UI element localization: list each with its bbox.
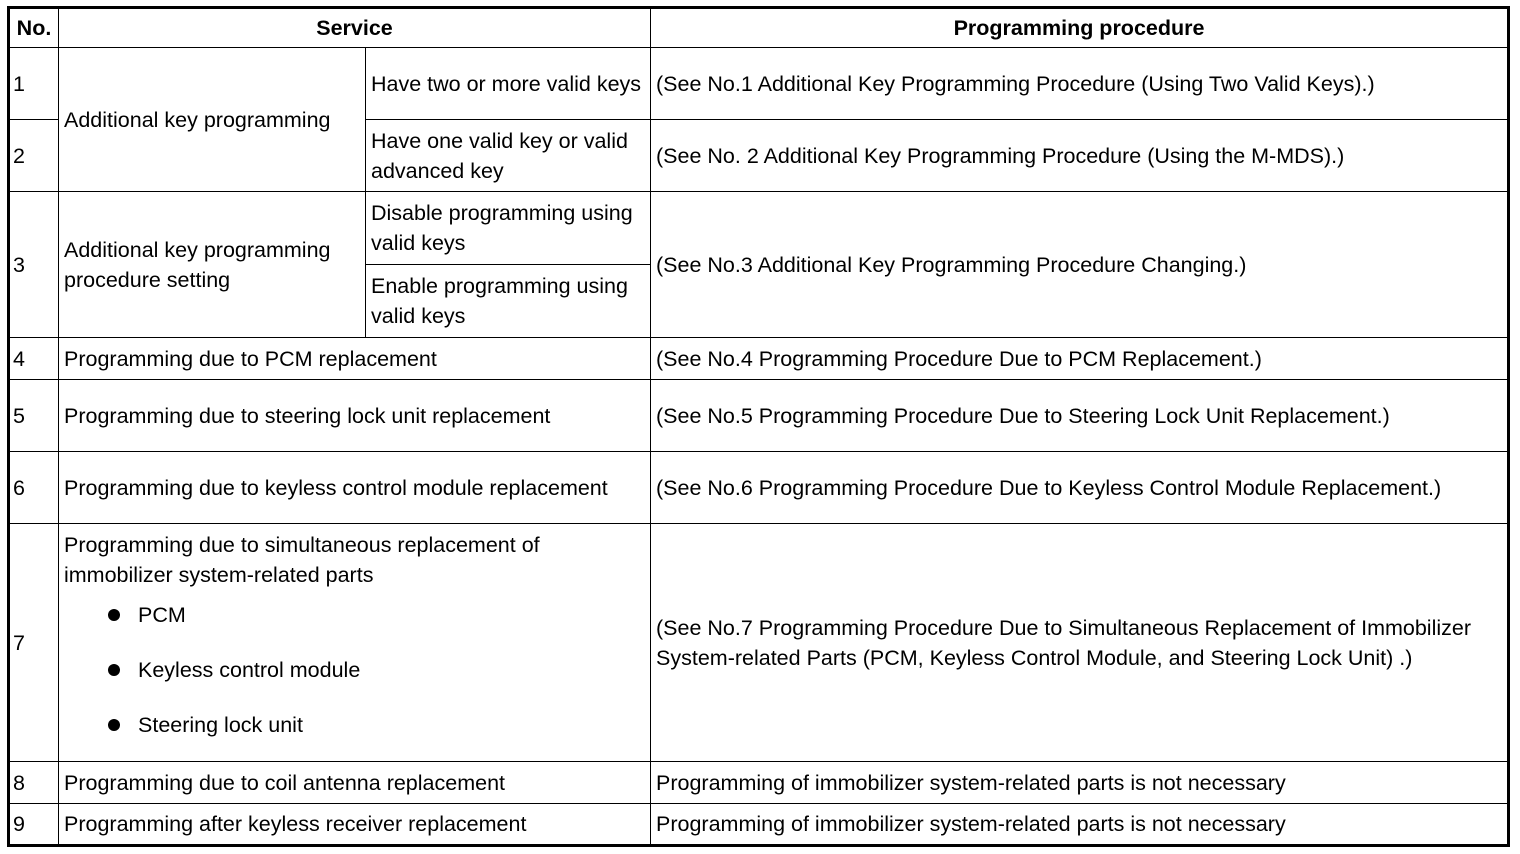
row-no: 2 xyxy=(8,119,59,192)
procedure-cell: (See No.6 Programming Procedure Due to K… xyxy=(650,451,1510,524)
row-no: 1 xyxy=(8,47,59,120)
row-no: 8 xyxy=(8,761,59,804)
programming-table: No. Service Programming procedure 1 Addi… xyxy=(7,6,1511,847)
bullet-icon xyxy=(108,609,120,621)
table-row: 7 Programming due to simultaneous replac… xyxy=(8,523,1510,762)
procedure-cell: (See No.5 Programming Procedure Due to S… xyxy=(650,379,1510,452)
list-item: Keyless control module xyxy=(64,655,645,685)
procedure-cell: Programming of immobilizer system-relate… xyxy=(650,803,1510,846)
condition-cell: Disable programming using valid keys xyxy=(364,191,652,265)
service-text: Programming due to simultaneous replacem… xyxy=(64,533,540,587)
condition-cell: Enable programming using valid keys xyxy=(364,264,652,338)
service-cell: Additional key programming xyxy=(58,47,366,192)
service-cell: Programming due to PCM replacement xyxy=(57,337,652,380)
table-row: 8 Programming due to coil antenna replac… xyxy=(8,761,1510,804)
list-item: PCM xyxy=(64,600,645,630)
table-row: 2 Have one valid key or valid advanced k… xyxy=(8,119,1510,192)
table-row: 1 Additional key programming Have two or… xyxy=(8,47,1510,192)
procedure-cell: (See No.1 Additional Key Programming Pro… xyxy=(650,47,1510,120)
row-no: 3 xyxy=(8,191,59,338)
header-procedure: Programming procedure xyxy=(650,7,1510,48)
bullet-icon xyxy=(108,664,120,676)
table-row: 5 Programming due to steering lock unit … xyxy=(8,379,1510,452)
list-item: Steering lock unit xyxy=(64,710,645,740)
condition-cell: Have one valid key or valid advanced key xyxy=(364,119,652,192)
table-row: 4 Programming due to PCM replacement (Se… xyxy=(8,337,1510,380)
table-row: 3 Additional key programming procedure s… xyxy=(8,191,1510,338)
procedure-cell: (See No.7 Programming Procedure Due to S… xyxy=(650,523,1510,762)
procedure-cell: (See No. 2 Additional Key Programming Pr… xyxy=(650,119,1510,192)
bullet-text: Keyless control module xyxy=(138,658,361,682)
table-row: 6 Programming due to keyless control mod… xyxy=(8,451,1510,524)
table-row: Enable programming using valid keys xyxy=(9,264,1509,338)
row-no: 5 xyxy=(8,379,59,452)
row-no: 9 xyxy=(8,803,59,846)
header-no: No. xyxy=(8,7,59,48)
header-row: No. Service Programming procedure xyxy=(8,7,1510,48)
procedure-cell: (See No.4 Programming Procedure Due to P… xyxy=(650,337,1510,380)
service-cell: Additional key programming procedure set… xyxy=(58,191,366,338)
parts-list: PCM Keyless control module Steering lock… xyxy=(64,600,645,740)
bullet-text: Steering lock unit xyxy=(138,713,303,737)
procedure-cell: Programming of immobilizer system-relate… xyxy=(650,761,1510,804)
bullet-text: PCM xyxy=(138,603,186,627)
row-no: 4 xyxy=(8,337,59,380)
row-no: 7 xyxy=(8,523,59,762)
service-cell: Programming due to steering lock unit re… xyxy=(57,379,652,452)
service-cell: Programming due to simultaneous replacem… xyxy=(57,523,652,762)
service-cell: Programming after keyless receiver repla… xyxy=(57,803,652,846)
table-row: 9 Programming after keyless receiver rep… xyxy=(8,803,1510,846)
procedure-cell: (See No.3 Additional Key Programming Pro… xyxy=(650,191,1510,338)
header-service: Service xyxy=(57,7,652,48)
condition-cell: Have two or more valid keys xyxy=(364,47,652,120)
bullet-icon xyxy=(108,719,120,731)
row-no: 6 xyxy=(8,451,59,524)
service-cell: Programming due to keyless control modul… xyxy=(57,451,652,524)
service-cell: Programming due to coil antenna replacem… xyxy=(57,761,652,804)
